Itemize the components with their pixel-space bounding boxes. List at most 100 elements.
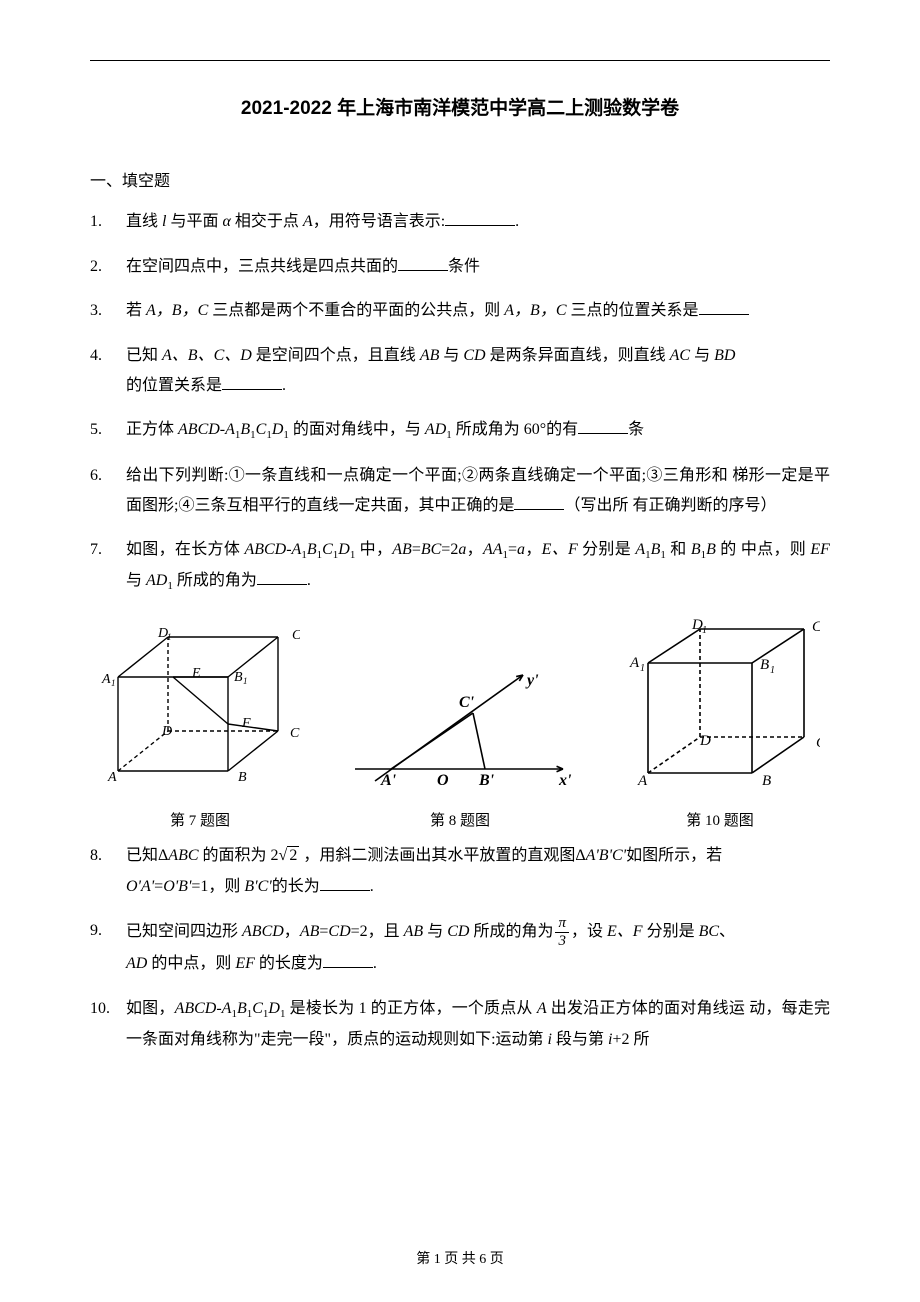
svg-text:1: 1 (702, 625, 707, 636)
exam-title: 2021-2022 年上海市南洋模范中学高二上测验数学卷 (90, 91, 830, 127)
var-A: A (303, 213, 313, 230)
q-text: 在空间四点中，三点共线是四点共面的 (126, 258, 398, 275)
q-text: 已知Δ (126, 847, 168, 864)
q-number: 4. (90, 341, 120, 371)
q-text: 中， (355, 541, 392, 558)
var: AD1 (425, 421, 452, 438)
q-text: 的长度为 (255, 955, 323, 972)
q-text: 是棱长为 1 的正方体，一个质点从 (285, 1000, 536, 1017)
svg-text:A': A' (380, 772, 397, 789)
blank (257, 568, 307, 585)
q-text: 与 (690, 347, 714, 364)
q-text: 段与第 (552, 1031, 608, 1048)
svg-text:C: C (290, 726, 300, 741)
q-text: 所成角为 60°的有 (452, 421, 578, 438)
q-text: 所成的角为 (469, 923, 553, 940)
q-text: 三点都是两个不重合的平面的公共点，则 (208, 302, 504, 319)
svg-text:C': C' (459, 694, 475, 711)
figures-row: ABCDA1B1C1D1EF 第 7 题图 A'OB'C'x'y' 第 8 题图… (90, 619, 830, 835)
q-text: 中点，则 (741, 541, 811, 558)
q-text: ，用符号语言表示: (313, 213, 445, 230)
q-text: 已知 (126, 347, 162, 364)
svg-text:1: 1 (640, 663, 645, 674)
q-text: 条 (628, 421, 644, 438)
svg-text:x': x' (558, 772, 572, 789)
var: CD (447, 923, 469, 940)
blank (320, 874, 370, 891)
svg-text:1: 1 (167, 632, 172, 642)
q-text: 若 (126, 302, 146, 319)
svg-text:B: B (234, 670, 243, 685)
q-text: 直线 (126, 213, 162, 230)
var: AB (300, 923, 320, 940)
var: EF (810, 541, 830, 558)
q-text: 与 (423, 923, 447, 940)
q-text: 相交于点 (231, 213, 303, 230)
svg-text:B: B (760, 657, 769, 673)
blank (699, 298, 749, 315)
var: CD (328, 923, 350, 940)
blank (514, 493, 564, 510)
question-9: 9. 已知空间四边形 ABCD，AB=CD=2，且 AB 与 CD 所成的角为π… (90, 916, 830, 979)
var: B1B (691, 541, 716, 558)
question-list: 1. 直线 l 与平面 α 相交于点 A，用符号语言表示:. 2. 在空间四点中… (90, 207, 830, 597)
blank (222, 373, 282, 390)
figure-10-svg: ABCDA1B1C1D1 (620, 619, 820, 789)
q-text: 的位置关系是 (126, 377, 222, 394)
q-text: ，用斜二测法画出其水平放置的直观图Δ (303, 847, 585, 864)
svg-text:F: F (241, 716, 251, 731)
q-number: 3. (90, 296, 120, 326)
q-text: 给出下列判断:①一条直线和一点确定一个平面;②两条直线确定一个平面;③三角形和 (126, 467, 728, 484)
svg-text:y': y' (525, 672, 539, 689)
q-text: 的面积为 (199, 847, 267, 864)
figure-10-caption: 第 10 题图 (620, 807, 820, 836)
q-text: 的面对角线中，与 (289, 421, 425, 438)
figure-10: ABCDA1B1C1D1 第 10 题图 (620, 619, 820, 835)
q-number: 9. (90, 916, 120, 946)
blank (578, 417, 628, 434)
q-text: 正方体 (126, 421, 178, 438)
q-text: 分别是 (643, 923, 699, 940)
svg-text:E: E (191, 666, 201, 681)
question-3: 3. 若 A，B，C 三点都是两个不重合的平面的公共点，则 A，B，C 三点的位… (90, 296, 830, 326)
fraction: π3 (555, 916, 569, 949)
vars: A、B、C、D (162, 347, 252, 364)
svg-text:D: D (161, 724, 172, 739)
var: AD1 (146, 572, 173, 589)
svg-text:1: 1 (243, 676, 248, 686)
figure-8-caption: 第 8 题图 (345, 807, 575, 836)
svg-text:A: A (101, 672, 111, 687)
q-text: 与平面 (166, 213, 222, 230)
q-number: 6. (90, 461, 120, 491)
svg-text:A: A (107, 770, 117, 785)
q-number: 7. (90, 535, 120, 565)
page-footer: 第 1 页 共 6 页 (0, 1247, 920, 1274)
var: AA1 (483, 541, 508, 558)
svg-text:1: 1 (770, 665, 775, 676)
expr: 2√2 (271, 846, 300, 864)
q-text: 已知空间四边形 (126, 923, 242, 940)
var: AB (392, 541, 412, 558)
var: AB (404, 923, 424, 940)
q-text: （写出所 (564, 497, 628, 514)
q-text: 与 (126, 572, 146, 589)
var: EF (235, 955, 255, 972)
figure-7: ABCDA1B1C1D1EF 第 7 题图 (100, 619, 300, 835)
svg-text:A: A (629, 655, 640, 671)
svg-text:B': B' (478, 772, 495, 789)
q-text: ，设 (571, 923, 607, 940)
question-8: 8. 已知ΔABC 的面积为 2√2 ，用斜二测法画出其水平放置的直观图ΔA'B… (90, 841, 830, 902)
question-list-2: 8. 已知ΔABC 的面积为 2√2 ，用斜二测法画出其水平放置的直观图ΔA'B… (90, 841, 830, 1055)
svg-text:C: C (812, 619, 820, 635)
figure-8: A'OB'C'x'y' 第 8 题图 (345, 669, 575, 835)
svg-text:C: C (816, 735, 820, 751)
var: A (537, 1000, 547, 1017)
question-6: 6. 给出下列判断:①一条直线和一点确定一个平面;②两条直线确定一个平面;③三角… (90, 461, 830, 522)
var: ABCD-A1B1C1D1 (244, 541, 355, 558)
var: AD (126, 955, 147, 972)
var: E、F (607, 923, 643, 940)
q-text: 与 (439, 347, 463, 364)
q-text: 如图，在长方体 (126, 541, 244, 558)
var: O'B' (163, 878, 191, 895)
q-number: 2. (90, 252, 120, 282)
